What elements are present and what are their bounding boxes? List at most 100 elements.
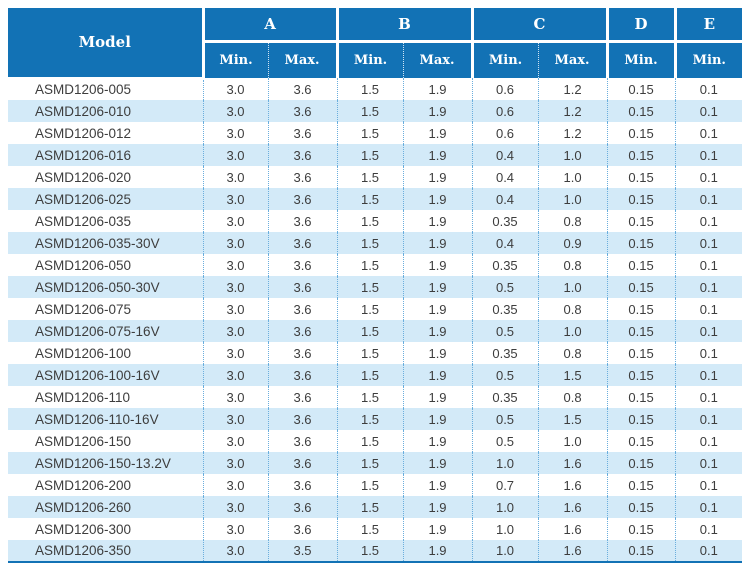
value-cell: 1.5 — [336, 298, 404, 320]
model-cell: ASMD1206-075-16V — [35, 323, 160, 339]
value-cell: 0.15 — [606, 166, 676, 188]
value-cell: 1.5 — [336, 100, 404, 122]
table-row: ASMD1206-025 3.0 3.6 1.5 1.9 0.4 1.0 0.15 0.1 — [8, 188, 743, 210]
subheader-b-max: Max. — [402, 41, 473, 78]
model-cell: ASMD1206-150 — [35, 433, 132, 449]
value-cell: 1.5 — [336, 452, 404, 474]
value-cell: 1.9 — [402, 430, 473, 452]
value-cell: 0.8 — [537, 298, 608, 320]
value-cell: 1.9 — [402, 276, 473, 298]
table-header: Model A B C D E Min. Max. Min. Max. Min.… — [8, 8, 743, 80]
value-cell: 3.0 — [202, 518, 268, 540]
value-cell: 0.1 — [674, 166, 743, 188]
subheader-c-max: Max. — [537, 41, 608, 78]
table-row: ASMD1206-075-16V 3.0 3.6 1.5 1.9 0.5 1.0 0.15 0.… — [8, 320, 743, 342]
value-cell: 3.6 — [267, 298, 338, 320]
value-cell: 0.8 — [537, 210, 608, 232]
model-cell: ASMD1206-035 — [35, 213, 132, 229]
value-cell: 3.0 — [202, 298, 268, 320]
value-cell: 3.6 — [267, 78, 338, 100]
value-cell: 0.1 — [674, 518, 743, 540]
subheader-c-min: Min. — [470, 41, 539, 78]
value-cell: 3.0 — [202, 188, 268, 210]
value-cell: 3.6 — [267, 430, 338, 452]
value-cell: 3.0 — [202, 386, 268, 408]
value-cell: 0.1 — [674, 276, 743, 298]
value-cell: 1.9 — [402, 166, 473, 188]
value-cell: 1.9 — [402, 474, 473, 496]
model-cell: ASMD1206-260 — [35, 499, 132, 515]
value-cell: 3.6 — [267, 386, 338, 408]
value-cell: 3.0 — [202, 540, 268, 562]
spec-table: Model A B C D E Min. Max. Min. Max. Min.… — [8, 8, 743, 563]
value-cell: 3.6 — [267, 452, 338, 474]
table-row: ASMD1206-075 3.0 3.6 1.5 1.9 0.35 0.8 0.15 0.1 — [8, 298, 743, 320]
value-cell: 0.5 — [471, 408, 539, 430]
subheader-d-min: Min. — [605, 41, 676, 78]
value-cell: 0.8 — [537, 386, 608, 408]
value-cell: 0.1 — [674, 144, 743, 166]
value-cell: 1.9 — [402, 144, 473, 166]
value-cell: 3.0 — [202, 496, 268, 518]
value-cell: 0.35 — [471, 210, 539, 232]
value-cell: 3.6 — [267, 188, 338, 210]
value-cell: 1.5 — [336, 540, 404, 562]
value-cell: 1.5 — [537, 408, 608, 430]
value-cell: 0.15 — [606, 386, 676, 408]
value-cell: 1.6 — [537, 496, 608, 518]
value-cell: 0.15 — [606, 496, 676, 518]
model-cell: ASMD1206-075 — [35, 301, 132, 317]
value-cell: 0.5 — [471, 276, 539, 298]
value-cell: 0.1 — [674, 430, 743, 452]
subheader-e-min: Min. — [673, 41, 743, 78]
value-cell: 0.35 — [471, 342, 539, 364]
value-cell: 3.6 — [267, 496, 338, 518]
value-cell: 1.9 — [402, 408, 473, 430]
value-cell: 0.1 — [674, 100, 743, 122]
value-cell: 1.9 — [402, 122, 473, 144]
model-cell: ASMD1206-050-30V — [35, 279, 160, 295]
table-row: ASMD1206-010 3.0 3.6 1.5 1.9 0.6 1.2 0.15 0.1 — [8, 100, 743, 122]
table-row: ASMD1206-035 3.0 3.6 1.5 1.9 0.35 0.8 0.15 0.1 — [8, 210, 743, 232]
value-cell: 0.35 — [471, 386, 539, 408]
value-cell: 1.0 — [471, 518, 539, 540]
value-cell: 0.5 — [471, 364, 539, 386]
value-cell: 0.15 — [606, 474, 676, 496]
value-cell: 1.5 — [336, 342, 404, 364]
value-cell: 1.9 — [402, 254, 473, 276]
table-row: ASMD1206-100-16V 3.0 3.6 1.5 1.9 0.5 1.5 0.15 0.… — [8, 364, 743, 386]
value-cell: 0.1 — [674, 364, 743, 386]
value-cell: 0.4 — [471, 166, 539, 188]
value-cell: 1.9 — [402, 210, 473, 232]
value-cell: 3.6 — [267, 342, 338, 364]
table-row: ASMD1206-005 3.0 3.6 1.5 1.9 0.6 1.2 0.15 0.1 — [8, 78, 743, 100]
value-cell: 0.15 — [606, 144, 676, 166]
value-cell: 0.15 — [606, 364, 676, 386]
value-cell: 3.0 — [202, 474, 268, 496]
value-cell: 0.15 — [606, 100, 676, 122]
table-row: ASMD1206-260 3.0 3.6 1.5 1.9 1.0 1.6 0.15 0.1 — [8, 496, 743, 518]
value-cell: 1.5 — [336, 254, 404, 276]
value-cell: 1.2 — [537, 78, 608, 100]
column-header-e: E — [673, 8, 743, 43]
table-row: ASMD1206-110-16V 3.0 3.6 1.5 1.9 0.5 1.5 0.15 0.… — [8, 408, 743, 430]
value-cell: 1.9 — [402, 496, 473, 518]
value-cell: 1.0 — [537, 144, 608, 166]
value-cell: 3.0 — [202, 364, 268, 386]
value-cell: 3.6 — [267, 474, 338, 496]
value-cell: 0.15 — [606, 232, 676, 254]
value-cell: 1.9 — [402, 364, 473, 386]
value-cell: 3.6 — [267, 122, 338, 144]
value-cell: 0.15 — [606, 430, 676, 452]
value-cell: 0.6 — [471, 122, 539, 144]
model-cell: ASMD1206-100-16V — [35, 367, 160, 383]
value-cell: 0.4 — [471, 188, 539, 210]
table-row: ASMD1206-100 3.0 3.6 1.5 1.9 0.35 0.8 0.15 0.1 — [8, 342, 743, 364]
value-cell: 1.0 — [537, 320, 608, 342]
value-cell: 1.5 — [336, 386, 404, 408]
value-cell: 1.9 — [402, 452, 473, 474]
model-cell: ASMD1206-012 — [35, 125, 132, 141]
model-cell: ASMD1206-110 — [35, 389, 131, 405]
value-cell: 0.8 — [537, 342, 608, 364]
